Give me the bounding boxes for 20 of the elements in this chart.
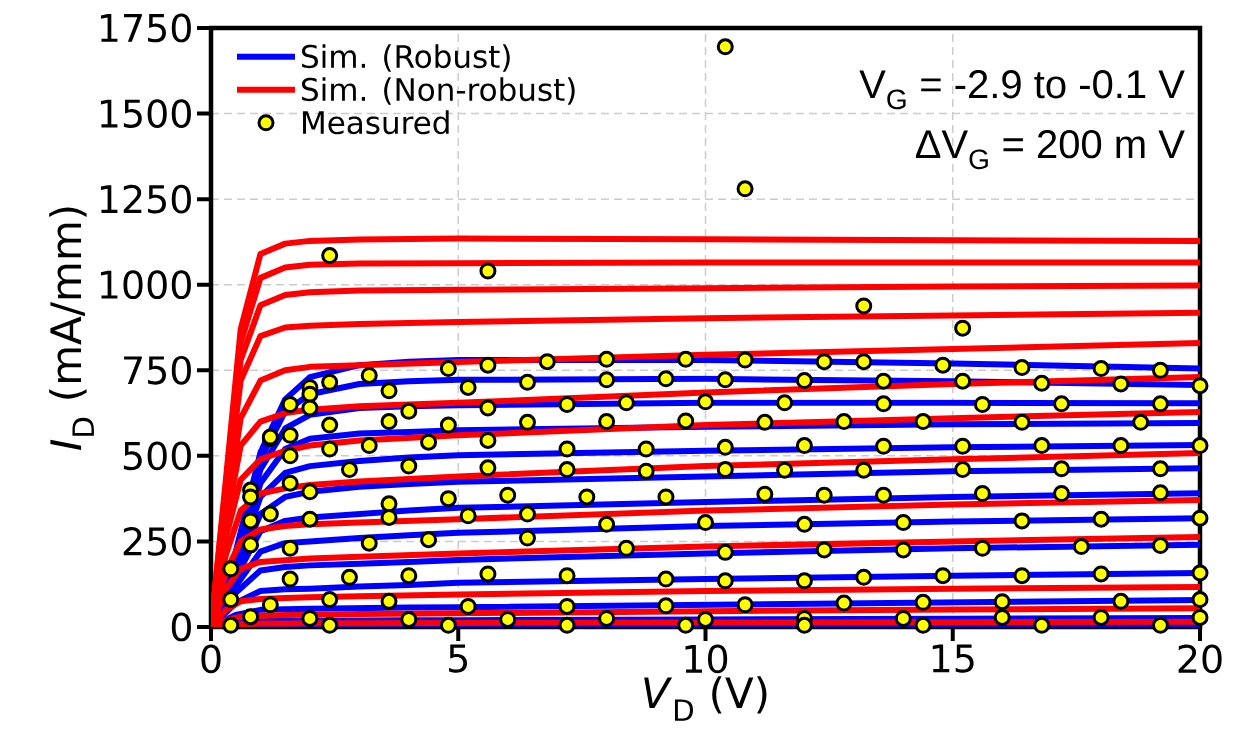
x-axis-title: V$_{D}$ (V) <box>644 676 767 721</box>
legend-label: Measured <box>303 110 449 135</box>
legend-label: Sim. (Non-robust) <box>302 77 575 105</box>
annotation: V$_{G}$ = -2.9 to -0.1 V <box>859 70 1185 110</box>
y-tick-label: 500 <box>123 441 191 471</box>
x-tick-label: 15 <box>932 644 974 673</box>
x-tick-label: 10 <box>685 644 728 674</box>
y-tick-label: 1000 <box>100 270 191 300</box>
y-tick-label: 1750 <box>100 13 191 43</box>
annotation: ΔV$_{G}$ = 200 m V <box>915 130 1185 170</box>
y-tick-label: 750 <box>124 355 191 385</box>
x-tick-label: 5 <box>449 644 468 673</box>
y-tick-label: 1500 <box>100 99 191 128</box>
y-axis-title: I$_{D}$ (mA/mm) <box>49 207 94 450</box>
x-tick-label: 0 <box>201 644 221 674</box>
legend-label: Sim. (Robust) <box>302 44 510 72</box>
y-tick-label: 1250 <box>100 184 191 214</box>
x-tick-label: 20 <box>1178 644 1222 674</box>
y-tick-label: 0 <box>171 612 191 642</box>
y-tick-label: 250 <box>123 527 191 556</box>
